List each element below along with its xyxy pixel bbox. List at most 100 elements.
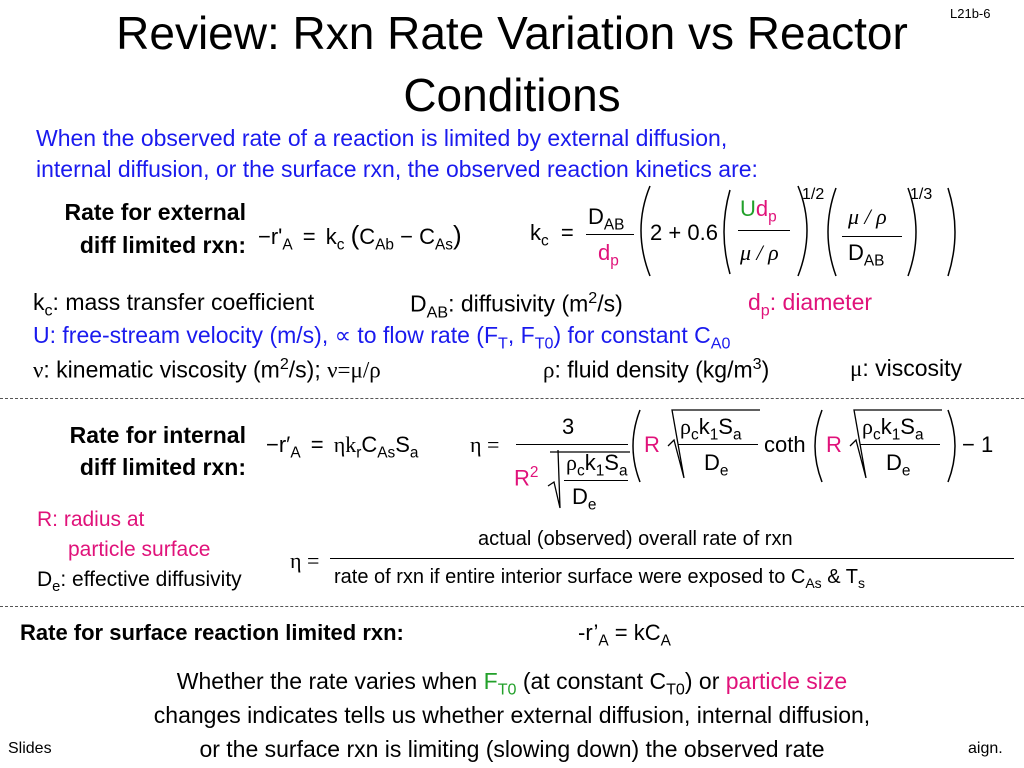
int-rhs-sub2: As — [377, 444, 396, 462]
k1-sub-3: 1 — [891, 426, 901, 444]
rho-sym: ρ — [543, 357, 555, 383]
sqrt2-num: ρck1Sa — [862, 414, 924, 444]
re-open-paren — [723, 189, 731, 275]
kc-sub: c — [336, 236, 345, 254]
sqrt1-fraction-bar — [678, 444, 758, 445]
rate-lhs-sub: A — [282, 236, 293, 254]
dab-end: /s) — [597, 290, 623, 317]
slide-title-line1: Review: Rxn Rate Variation vs Reactor — [116, 7, 908, 59]
internal-label-line2: diff limited rxn: — [79, 454, 246, 480]
plus: + — [668, 220, 682, 245]
de-2: D — [704, 450, 720, 475]
slide-title-line2: Conditions — [403, 69, 621, 121]
phi2-close-paren — [947, 409, 956, 483]
int-rate-lhs: −r′ — [266, 432, 291, 457]
eta-three: 3 — [562, 414, 575, 439]
close-paren: ) — [452, 220, 462, 250]
surface-label: Rate for surface reaction limited rxn: — [20, 620, 404, 645]
sh-constants: 2 + 0.6 — [650, 220, 718, 246]
rho-c-2: ρ — [680, 414, 691, 439]
de-def-sym: D — [37, 568, 53, 591]
intro-line1: When the observed rate of a reaction is … — [36, 125, 728, 151]
dp-denominator: dp — [598, 240, 619, 270]
r-squared: R2 — [514, 464, 538, 491]
nu-sup: 2 — [279, 355, 289, 373]
eta-eq: = — [487, 432, 500, 457]
sa-3: S — [900, 414, 915, 439]
k1-sub: 1 — [595, 462, 605, 480]
cas-sub: As — [434, 236, 453, 254]
phi1-open-paren — [632, 409, 641, 483]
dp-text: : diameter — [769, 289, 873, 315]
bottom-line2: changes indicates tells us whether exter… — [153, 702, 871, 728]
footer-left: Slides — [8, 740, 52, 757]
surf-eq: -r’ — [578, 620, 599, 645]
sqrt1-num: ρck1Sa — [680, 414, 742, 444]
int-eq-sign: = — [310, 432, 324, 457]
sh-open-paren — [640, 185, 651, 277]
k1-sub-2: 1 — [709, 426, 719, 444]
re-fraction-bar — [738, 230, 790, 231]
kc-def-sub: c — [44, 301, 53, 320]
sqrt2-fraction-bar — [860, 444, 940, 445]
k1: k — [584, 450, 596, 475]
divider-2 — [0, 606, 1024, 607]
rho-c: ρ — [566, 450, 577, 475]
nu-end: /s); — [288, 356, 328, 383]
u-sym: U — [740, 196, 756, 221]
inner-frac-den: De — [572, 484, 596, 514]
minus: − — [400, 224, 413, 249]
kc-text: : mass transfer coefficient — [52, 289, 315, 315]
rho-c-sub-2: c — [690, 426, 699, 444]
dab-den: D — [848, 240, 864, 265]
b1-ps: particle size — [725, 668, 848, 694]
de: D — [572, 484, 588, 509]
dab-numerator: DAB — [588, 204, 624, 234]
coth: coth — [764, 432, 806, 457]
re-close-paren — [797, 185, 808, 277]
dp-den: d — [598, 240, 611, 265]
inner-frac-num: ρck1Sa — [566, 450, 628, 480]
sa-sub-3: a — [914, 426, 924, 444]
eff-den-end: & T — [821, 566, 858, 588]
rho-end: ) — [761, 356, 770, 383]
def-nu: ν: kinematic viscosity (m2/s); ν=μ/ρ — [33, 355, 381, 384]
surface-equation: -r’A = kCA — [578, 620, 671, 650]
sqrt0-radical — [547, 449, 561, 509]
bottom-line3: or the surface rxn is limiting (slowing … — [199, 736, 825, 762]
sqrt1-den: De — [704, 450, 728, 480]
kc2-sub: c — [541, 232, 549, 250]
b1c: ) or — [684, 668, 726, 694]
sc-close-paren — [907, 187, 917, 277]
def-dab: DAB: diffusivity (m2/s) — [410, 289, 623, 322]
dab-sym: D — [410, 290, 427, 317]
def-dp: dp: diameter — [748, 289, 872, 321]
exp-half: 1/2 — [802, 186, 825, 203]
dab-def-sub: AB — [426, 303, 449, 322]
dp-sym: d — [748, 289, 761, 315]
eta-fraction-bar — [516, 444, 628, 445]
int-rhs: ηk — [333, 432, 357, 457]
divider-1 — [0, 398, 1024, 399]
cab: C — [359, 224, 376, 249]
eq-sign2: = — [560, 220, 574, 245]
eq-sign: = — [302, 224, 316, 249]
u-mid: , F — [507, 322, 535, 348]
internal-rate-equation: −r′A = ηkrCAsSa — [266, 432, 418, 462]
kc-sym: k — [33, 289, 45, 315]
surf-eq-end: = kC — [608, 620, 661, 645]
de-sub-3: e — [901, 462, 911, 480]
b1-ft0: F — [483, 668, 498, 694]
eta-lhs: η = — [470, 432, 499, 458]
kc2: k — [530, 220, 541, 245]
b1b: (at constant C — [516, 668, 667, 694]
re-denominator: μ / ρ — [740, 240, 779, 265]
b1a: Whether the rate varies when — [176, 668, 484, 694]
def-u: U: free-stream velocity (m/s), ∝ to flow… — [33, 322, 730, 354]
sa-sub: a — [618, 462, 628, 480]
surf-eq-sub: A — [598, 632, 609, 650]
u-end: ) for constant C — [553, 322, 711, 348]
eta2: η = — [290, 548, 320, 573]
udp-sub: p — [768, 208, 777, 226]
dab-sup: 2 — [588, 289, 598, 307]
